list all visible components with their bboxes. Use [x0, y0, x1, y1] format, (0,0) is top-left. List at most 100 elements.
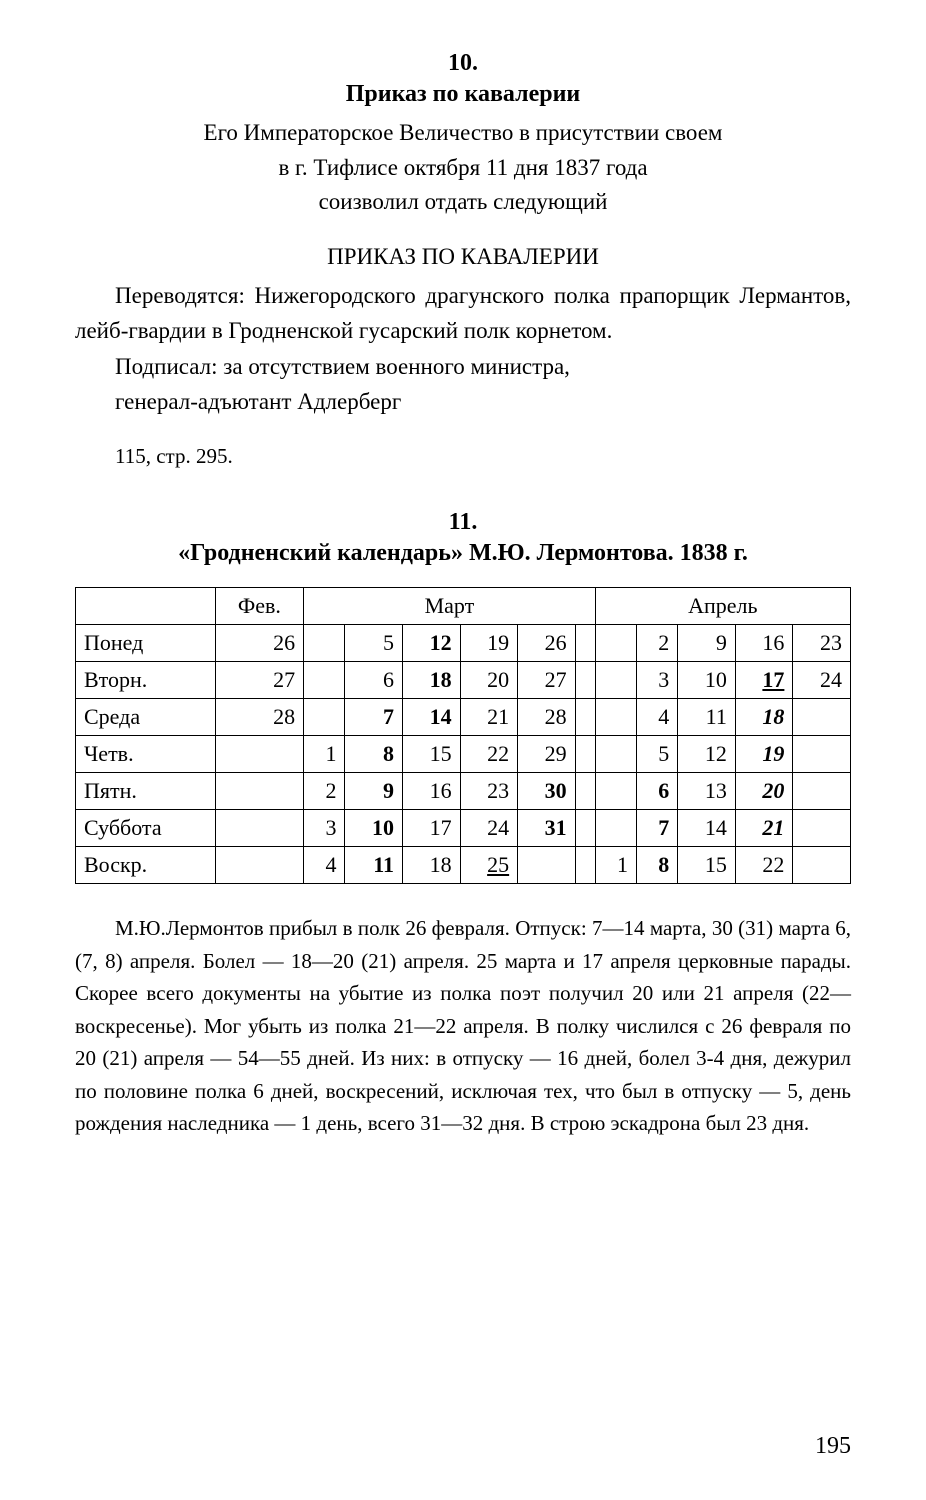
april-cell	[793, 810, 851, 847]
section-11-commentary: М.Ю.Лермонтов прибыл в полк 26 февраля. …	[75, 912, 851, 1140]
day-label-cell: Понед	[76, 625, 216, 662]
april-cell: 16	[735, 625, 793, 662]
calendar-table: Фев. Март Апрель Понед265121926291623Вто…	[75, 587, 851, 884]
day-label-cell: Пятн.	[76, 773, 216, 810]
march-cell: 2	[304, 773, 345, 810]
april-cell: 3	[636, 662, 677, 699]
calendar-table-head: Фев. Март Апрель	[76, 588, 851, 625]
section-10-line-2: в г. Тифлисе октября 11 дня 1837 года	[75, 151, 851, 186]
march-cell: 6	[345, 662, 403, 699]
march-cell: 10	[345, 810, 403, 847]
april-cell: 10	[678, 662, 736, 699]
april-cell	[595, 810, 636, 847]
section-11-number: 11.	[75, 509, 851, 536]
march-cell	[304, 699, 345, 736]
section-11-title: «Гродненский календарь» М.Ю. Лермонтова.…	[75, 540, 851, 567]
section-10-line-3: соизволил отдать следующий	[75, 185, 851, 220]
march-cell: 29	[518, 736, 576, 773]
calendar-row: Пятн.2916233061320	[76, 773, 851, 810]
march-cell: 28	[518, 699, 576, 736]
march-cell	[304, 662, 345, 699]
day-label-cell: Вторн.	[76, 662, 216, 699]
section-10-number: 10.	[75, 50, 851, 77]
march-cell: 25	[460, 847, 518, 884]
calendar-row: Среда28714212841118	[76, 699, 851, 736]
calendar-row: Воскр.4111825181522	[76, 847, 851, 884]
march-cell: 18	[403, 847, 461, 884]
march-cell: 19	[460, 625, 518, 662]
april-cell: 7	[636, 810, 677, 847]
march-cell: 16	[403, 773, 461, 810]
calendar-row: Понед265121926291623	[76, 625, 851, 662]
april-cell: 15	[678, 847, 736, 884]
march-cell: 31	[518, 810, 576, 847]
april-cell: 13	[678, 773, 736, 810]
april-cell	[595, 736, 636, 773]
march-cell: 7	[345, 699, 403, 736]
april-cell: 12	[678, 736, 736, 773]
march-cell	[575, 736, 595, 773]
april-cell	[595, 773, 636, 810]
april-cell	[793, 699, 851, 736]
march-cell: 22	[460, 736, 518, 773]
feb-cell: 27	[215, 662, 304, 699]
section-10-subtitle: ПРИКАЗ ПО КАВАЛЕРИИ	[75, 244, 851, 270]
march-cell	[575, 810, 595, 847]
section-11: 11. «Гродненский календарь» М.Ю. Лермонт…	[75, 509, 851, 1140]
april-cell	[595, 699, 636, 736]
march-cell: 21	[460, 699, 518, 736]
march-cell	[304, 625, 345, 662]
april-cell: 4	[636, 699, 677, 736]
header-april: Апрель	[595, 588, 850, 625]
feb-cell	[215, 773, 304, 810]
march-cell: 5	[345, 625, 403, 662]
calendar-table-body: Понед265121926291623Вторн.27618202731017…	[76, 625, 851, 884]
march-cell: 27	[518, 662, 576, 699]
april-cell: 24	[793, 662, 851, 699]
march-cell: 12	[403, 625, 461, 662]
march-cell	[575, 625, 595, 662]
april-cell: 9	[678, 625, 736, 662]
header-feb: Фев.	[215, 588, 304, 625]
feb-cell	[215, 736, 304, 773]
page-number: 195	[815, 1433, 851, 1460]
april-cell: 22	[735, 847, 793, 884]
march-cell	[518, 847, 576, 884]
day-label-cell: Воскр.	[76, 847, 216, 884]
march-cell: 30	[518, 773, 576, 810]
section-10-para-2a: Подписал: за отсутствием военного минист…	[75, 349, 851, 385]
calendar-row: Четв.1815222951219	[76, 736, 851, 773]
april-cell	[595, 625, 636, 662]
april-cell	[793, 773, 851, 810]
march-cell: 17	[403, 810, 461, 847]
april-cell: 6	[636, 773, 677, 810]
march-cell: 20	[460, 662, 518, 699]
section-10-line-1: Его Императорское Величество в присутств…	[75, 116, 851, 151]
header-march: Март	[304, 588, 596, 625]
section-10-para-1: Переводятся: Нижегородского драгунского …	[75, 278, 851, 349]
april-cell: 1	[595, 847, 636, 884]
march-cell: 18	[403, 662, 461, 699]
day-label-cell: Среда	[76, 699, 216, 736]
march-cell: 8	[345, 736, 403, 773]
march-cell	[575, 847, 595, 884]
april-cell: 11	[678, 699, 736, 736]
march-cell: 15	[403, 736, 461, 773]
section-10: 10. Приказ по кавалерии Его Императорско…	[75, 50, 851, 469]
march-cell: 11	[345, 847, 403, 884]
april-cell: 20	[735, 773, 793, 810]
april-cell: 17	[735, 662, 793, 699]
march-cell: 9	[345, 773, 403, 810]
section-10-title: Приказ по кавалерии	[75, 81, 851, 108]
april-cell: 23	[793, 625, 851, 662]
april-cell: 2	[636, 625, 677, 662]
march-cell: 26	[518, 625, 576, 662]
day-label-cell: Четв.	[76, 736, 216, 773]
march-cell	[575, 773, 595, 810]
march-cell: 4	[304, 847, 345, 884]
march-cell: 24	[460, 810, 518, 847]
march-cell	[575, 662, 595, 699]
header-empty	[76, 588, 216, 625]
calendar-row: Вторн.2761820273101724	[76, 662, 851, 699]
april-cell: 14	[678, 810, 736, 847]
